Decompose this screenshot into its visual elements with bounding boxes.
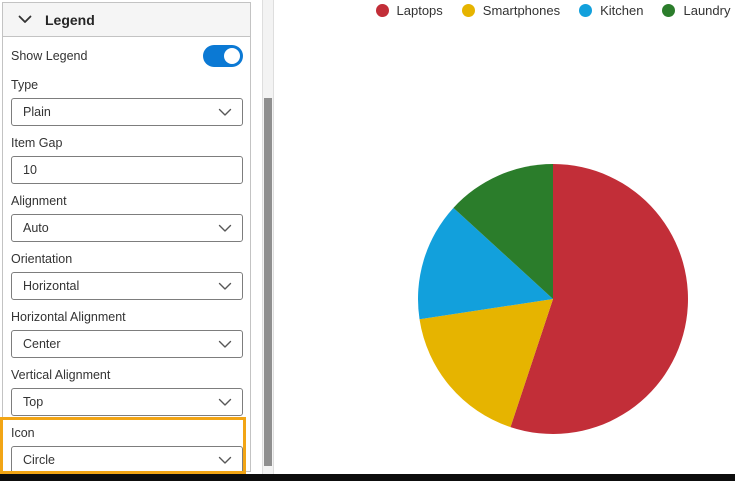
legend-label: Laptops [396,3,443,18]
icon-dropdown[interactable]: Circle [11,446,243,474]
show-legend-row: Show Legend [11,44,243,68]
legend-circle-icon [662,4,676,17]
item-gap-input[interactable] [11,156,243,184]
pie-slice-kitchen[interactable] [417,207,553,320]
panel-title: Legend [45,11,95,28]
legend-circle-icon [579,4,593,17]
legend-item-laptops[interactable]: Laptops [375,3,443,18]
window-bottom-edge [0,474,735,481]
legend-item-laundry[interactable]: Laundry [662,3,730,18]
legend-circle-icon [461,4,475,17]
scrollbar-thumb[interactable] [264,98,272,466]
chevron-down-icon [218,340,232,349]
alignment-dropdown-value: Auto [23,221,49,235]
type-dropdown-value: Plain [23,105,51,119]
panel-scrollbar[interactable] [262,0,274,474]
type-label: Type [11,78,39,92]
alignment-label: Alignment [11,194,67,208]
chevron-down-icon [218,398,232,407]
chevron-down-icon [218,456,232,465]
show-legend-toggle[interactable] [203,45,243,67]
vertical-alignment-dropdown-value: Top [23,395,44,409]
legend-settings-panel: Legend Show Legend Type Plain Item Gap A… [2,2,251,474]
legend-label: Kitchen [600,3,644,18]
horizontal-alignment-dropdown-value: Center [23,337,61,351]
chevron-down-icon [218,108,232,117]
vertical-alignment-label: Vertical Alignment [11,368,111,382]
chevron-down-icon [218,224,232,233]
legend-item-kitchen[interactable]: Kitchen [579,3,643,18]
type-dropdown[interactable]: Plain [11,98,243,126]
orientation-dropdown-value: Horizontal [23,279,80,293]
pie-slice-laundry[interactable] [453,164,553,299]
legend-label: Laundry [683,3,731,18]
chart-legend: Laptops Smartphones Kitchen Laundry [371,3,735,18]
chevron-down-icon [218,282,232,291]
collapse-chevron-icon[interactable] [18,15,32,24]
legend-panel-header[interactable]: Legend [3,3,250,37]
pie-slice-laptops[interactable] [510,164,688,435]
icon-label: Icon [11,426,35,440]
orientation-dropdown[interactable]: Horizontal [11,272,243,300]
vertical-alignment-dropdown[interactable]: Top [11,388,243,416]
pie-chart [417,164,688,435]
chart-area: Laptops Smartphones Kitchen Laundry [275,0,735,474]
panel-fields: Show Legend Type Plain Item Gap Alignmen… [3,37,250,474]
pie-slice-smartphones[interactable] [419,299,553,428]
item-gap-label: Item Gap [11,136,63,150]
orientation-label: Orientation [11,252,73,266]
legend-label: Smartphones [482,3,561,18]
toggle-knob-icon [224,48,240,64]
alignment-dropdown[interactable]: Auto [11,214,243,242]
horizontal-alignment-label: Horizontal Alignment [11,310,126,324]
legend-item-smartphones[interactable]: Smartphones [461,3,561,18]
horizontal-alignment-dropdown[interactable]: Center [11,330,243,358]
legend-circle-icon [375,4,389,17]
icon-dropdown-value: Circle [23,453,55,467]
show-legend-label: Show Legend [11,49,88,63]
